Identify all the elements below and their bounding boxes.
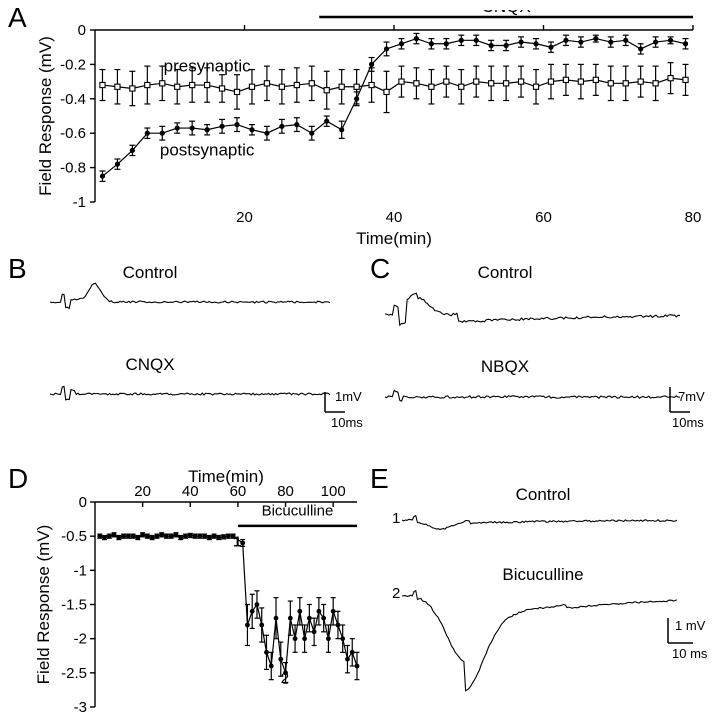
chart-a: 20 40 60 80 -1 -0.8 -0.6 -0.4 -0.2 0 Time(min) Fiel… bbox=[35, 10, 705, 250]
svg-text:Time(min): Time(min) bbox=[356, 229, 432, 248]
panel-label-d: D bbox=[8, 463, 28, 495]
svg-text:1: 1 bbox=[233, 533, 241, 550]
svg-text:postsynaptic: postsynaptic bbox=[160, 141, 255, 160]
svg-text:60: 60 bbox=[535, 209, 552, 226]
panel-label-b: B bbox=[8, 253, 27, 285]
svg-text:Bicuculline: Bicuculline bbox=[502, 565, 583, 584]
chart-d: 20406080100Time(min)-3-2.5-2-1.5-1-0.50F… bbox=[35, 470, 365, 715]
traces-b: Control CNQX 1mV 10ms bbox=[35, 262, 365, 462]
svg-text:10ms: 10ms bbox=[331, 415, 363, 430]
svg-text:NBQX: NBQX bbox=[481, 357, 529, 376]
panel-label-a: A bbox=[8, 2, 27, 34]
svg-text:20: 20 bbox=[134, 483, 151, 500]
svg-text:1mV: 1mV bbox=[335, 389, 362, 404]
traces-c: Control NBQX 7mV 10ms bbox=[370, 262, 710, 462]
svg-text:40: 40 bbox=[386, 209, 403, 226]
svg-text:Control: Control bbox=[478, 263, 533, 282]
svg-text:-1: -1 bbox=[74, 562, 87, 579]
svg-text:Control: Control bbox=[123, 263, 178, 282]
figure-root: A B C D E 20406080-1-0.8-0.6-0.4-0.20Tim… bbox=[0, 0, 720, 718]
svg-text:-0.8: -0.8 bbox=[60, 160, 86, 177]
svg-text:80: 80 bbox=[685, 209, 702, 226]
svg-text:0: 0 bbox=[79, 494, 87, 511]
svg-text:1 mV: 1 mV bbox=[675, 618, 706, 633]
svg-text:Control: Control bbox=[516, 485, 571, 504]
svg-text:-0.5: -0.5 bbox=[61, 528, 87, 545]
svg-text:Field Response (mV): Field Response (mV) bbox=[36, 36, 55, 196]
svg-text:Bicuculline: Bicuculline bbox=[262, 503, 334, 520]
svg-text:-2: -2 bbox=[74, 631, 87, 648]
traces-e: Control 1 Bicuculline 2 1 mV 10 ms bbox=[378, 478, 713, 713]
svg-text:Time(min): Time(min) bbox=[188, 470, 264, 486]
svg-text:10ms: 10ms bbox=[672, 415, 704, 430]
svg-text:-0.6: -0.6 bbox=[60, 125, 86, 142]
svg-text:80: 80 bbox=[277, 483, 294, 500]
svg-text:100: 100 bbox=[321, 483, 346, 500]
svg-text:-0.4: -0.4 bbox=[60, 91, 86, 108]
svg-text:2: 2 bbox=[281, 670, 289, 687]
svg-text:20: 20 bbox=[236, 209, 253, 226]
svg-text:-1.5: -1.5 bbox=[61, 597, 87, 614]
svg-text:-0.2: -0.2 bbox=[60, 56, 86, 73]
svg-text:2: 2 bbox=[392, 585, 400, 602]
svg-text:0: 0 bbox=[78, 22, 86, 39]
svg-text:Field Response (mV): Field Response (mV) bbox=[35, 525, 53, 685]
svg-text:CNQX: CNQX bbox=[125, 355, 174, 374]
svg-text:-3: -3 bbox=[74, 699, 87, 715]
svg-text:7mV: 7mV bbox=[678, 389, 705, 404]
svg-text:-1: -1 bbox=[73, 194, 86, 211]
svg-text:CNQX: CNQX bbox=[482, 10, 531, 16]
svg-text:-2.5: -2.5 bbox=[61, 665, 87, 682]
svg-text:1: 1 bbox=[392, 510, 400, 527]
svg-text:10 ms: 10 ms bbox=[672, 646, 708, 661]
